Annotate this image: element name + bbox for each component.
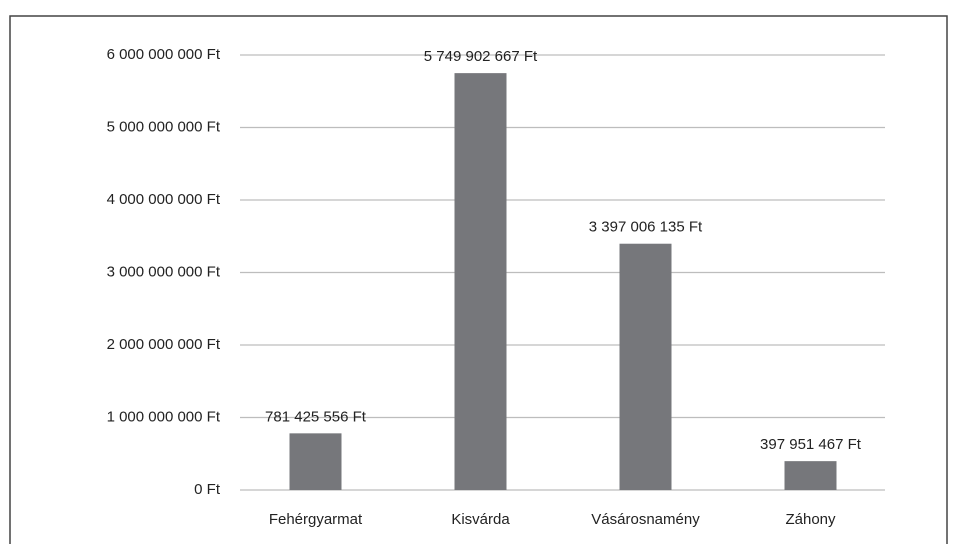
y-tick-label: 0 Ft	[194, 481, 221, 498]
bar	[784, 461, 837, 490]
x-tick-label: Záhony	[785, 511, 836, 528]
value-label: 3 397 006 135 Ft	[589, 219, 703, 236]
bar	[289, 433, 342, 490]
y-tick-label: 5 000 000 000 Ft	[107, 118, 221, 135]
y-tick-label: 2 000 000 000 Ft	[107, 336, 221, 353]
y-tick-label: 4 000 000 000 Ft	[107, 191, 221, 208]
bar	[454, 73, 507, 491]
x-tick-label: Fehérgyarmat	[269, 511, 363, 528]
y-tick-label: 3 000 000 000 Ft	[107, 263, 221, 280]
x-tick-label: Kisvárda	[451, 511, 510, 528]
x-tick-label: Vásárosnamény	[591, 511, 700, 528]
chart-border	[9, 15, 948, 544]
y-tick-label: 6 000 000 000 Ft	[107, 46, 221, 63]
bar	[619, 243, 672, 490]
value-label: 397 951 467 Ft	[760, 436, 862, 453]
y-tick-label: 1 000 000 000 Ft	[107, 408, 221, 425]
value-label: 781 425 556 Ft	[265, 408, 367, 425]
value-label: 5 749 902 667 Ft	[424, 48, 538, 65]
